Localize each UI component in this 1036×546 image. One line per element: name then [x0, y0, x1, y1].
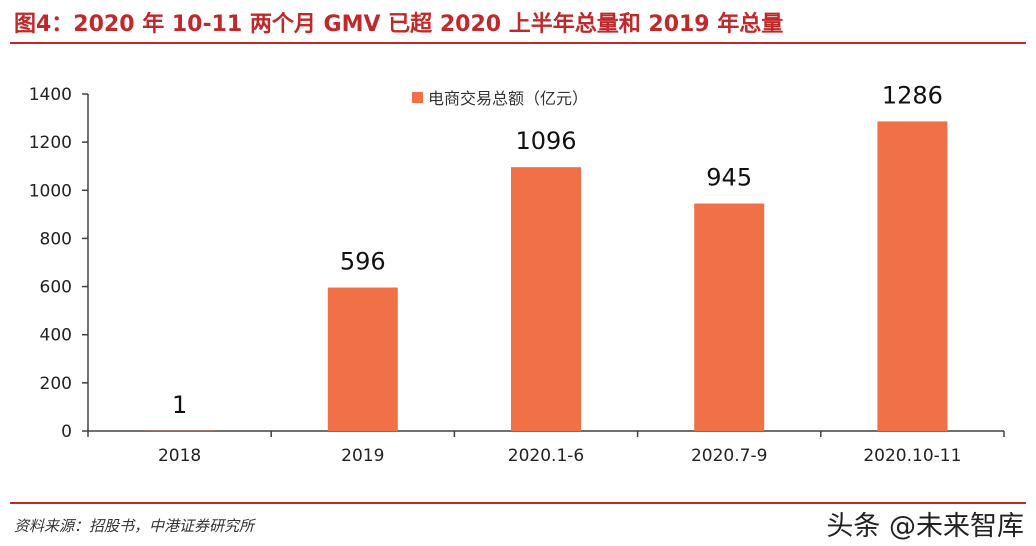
bar: [694, 203, 765, 431]
data-label: 1: [172, 391, 187, 419]
y-tick-label: 0: [61, 422, 72, 442]
x-tick-label: 2020.1-6: [508, 446, 584, 466]
chart-title: 图4：2020 年 10-11 两个月 GMV 已超 2020 上半年总量和 2…: [14, 12, 784, 37]
data-label: 1096: [515, 127, 576, 155]
x-tick-label: 2018: [158, 446, 201, 466]
y-axis: 0 200 400 600 800 1000 1200 1400: [29, 85, 89, 442]
source-divider: [10, 502, 1026, 504]
data-label: 1286: [882, 81, 943, 109]
title-divider: [10, 42, 1026, 44]
y-tick-label: 1000: [29, 181, 72, 201]
y-tick-label: 200: [40, 374, 72, 394]
x-tick-label: 2019: [341, 446, 384, 466]
legend-label: 电商交易总额（亿元）: [428, 89, 588, 108]
x-tick-label: 2020.7-9: [691, 446, 767, 466]
source-note: 资料来源：招股书，中港证券研究所: [14, 517, 255, 535]
data-labels: 1 596 1096 945 1286: [172, 81, 943, 418]
data-label: 945: [706, 164, 752, 192]
y-tick-label: 800: [40, 229, 72, 249]
x-tick-label: 2020.10-11: [863, 446, 961, 466]
watermark: 头条 @未来智库: [826, 511, 1024, 542]
x-axis: 2018 2019 2020.1-6 2020.7-9 2020.10-11: [87, 430, 1005, 466]
bar: [511, 167, 581, 432]
legend-swatch: [412, 92, 423, 103]
bar: [877, 121, 948, 431]
legend: 电商交易总额（亿元）: [412, 89, 588, 108]
y-tick-label: 600: [40, 278, 72, 298]
data-label: 596: [340, 248, 386, 276]
y-tick-label: 400: [40, 326, 72, 346]
bar: [327, 287, 398, 431]
y-tick-label: 1200: [29, 133, 72, 153]
bars: [144, 121, 948, 432]
y-tick-label: 1400: [29, 85, 72, 105]
